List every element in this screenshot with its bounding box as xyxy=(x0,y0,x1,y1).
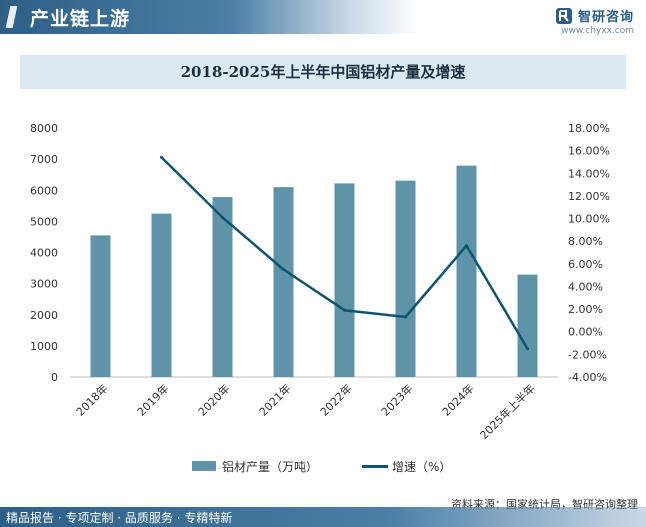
y-right-tick-label: 12.00% xyxy=(568,190,610,203)
growth-point xyxy=(465,244,468,248)
growth-point xyxy=(343,308,346,312)
y-left-tick-label: 8000 xyxy=(30,122,58,135)
y-right-tick-label: 6.00% xyxy=(568,258,603,271)
growth-point xyxy=(404,315,407,319)
bar xyxy=(90,235,111,377)
footer-bar: 精品报告 · 专项定制 · 品质服务 · 专精特新 xyxy=(0,507,646,527)
y-right-tick-label: 4.00% xyxy=(568,280,603,293)
growth-point xyxy=(282,267,285,271)
header-title: 产业链上游 xyxy=(30,8,131,30)
legend-label-output: 铝材产量（万吨） xyxy=(222,460,319,474)
y-right-tick-label: -4.00% xyxy=(568,371,607,384)
y-right-tick-label: 10.00% xyxy=(568,213,610,226)
legend-swatch-bar xyxy=(192,461,216,471)
y-right-tick-label: -2.00% xyxy=(568,348,607,361)
growth-point xyxy=(221,215,224,219)
legend-swatch-line xyxy=(362,465,388,468)
y-right-tick-label: 16.00% xyxy=(568,145,610,158)
x-tick-label: 2025年上半年 xyxy=(477,381,538,442)
y-left-tick-label: 0 xyxy=(51,371,58,384)
y-left-tick-label: 2000 xyxy=(30,309,58,322)
x-tick-label: 2020年 xyxy=(195,381,232,418)
x-tick-label: 2024年 xyxy=(439,381,476,418)
legend: 铝材产量（万吨） 增速（%） xyxy=(0,456,646,476)
x-tick-label: 2019年 xyxy=(134,381,171,418)
y-left-tick-label: 7000 xyxy=(30,153,58,166)
y-left-tick-label: 5000 xyxy=(30,215,58,228)
bar xyxy=(151,213,172,377)
header-bar: 产业链上游 xyxy=(0,0,420,34)
brand: 智研咨询 www.chyxx.com xyxy=(555,5,634,36)
bar xyxy=(517,274,538,377)
y-left-tick-label: 3000 xyxy=(30,278,58,291)
growth-point xyxy=(526,347,529,351)
y-left-tick-label: 6000 xyxy=(30,184,58,197)
header: 产业链上游 智研咨询 www.chyxx.com xyxy=(0,0,646,44)
footer-text: 精品报告 · 专项定制 · 品质服务 · 专精特新 xyxy=(6,511,233,525)
chart-title-box: 2018-2025年上半年中国铝材产量及增速 xyxy=(20,55,626,89)
brand-url: www.chyxx.com xyxy=(561,26,634,36)
chart-title: 2018-2025年上半年中国铝材产量及增速 xyxy=(180,63,466,81)
brand-name: 智研咨询 xyxy=(577,10,634,25)
bar xyxy=(456,165,477,377)
brand-logo-icon xyxy=(555,7,572,24)
y-right-tick-label: 14.00% xyxy=(568,167,610,180)
y-right-tick-label: 18.00% xyxy=(568,122,610,135)
bar xyxy=(334,183,355,377)
y-left-tick-label: 1000 xyxy=(30,340,58,353)
x-tick-label: 2022年 xyxy=(317,381,354,418)
bar xyxy=(273,187,294,377)
y-left-tick-label: 4000 xyxy=(30,247,58,260)
growth-point xyxy=(160,155,163,159)
bar xyxy=(212,197,233,377)
x-tick-label: 2023年 xyxy=(378,381,415,418)
legend-label-growth: 增速（%） xyxy=(392,460,452,474)
y-right-tick-label: 0.00% xyxy=(568,326,603,339)
bar xyxy=(395,180,416,377)
x-tick-label: 2018年 xyxy=(73,381,110,418)
x-tick-label: 2021年 xyxy=(256,381,293,418)
chart-plot: 0 1000 2000 3000 4000 5000 6000 7000 8000 -4.00% -… xyxy=(30,122,610,442)
y-right-tick-label: 8.00% xyxy=(568,235,603,248)
y-right-tick-label: 2.00% xyxy=(568,303,603,316)
